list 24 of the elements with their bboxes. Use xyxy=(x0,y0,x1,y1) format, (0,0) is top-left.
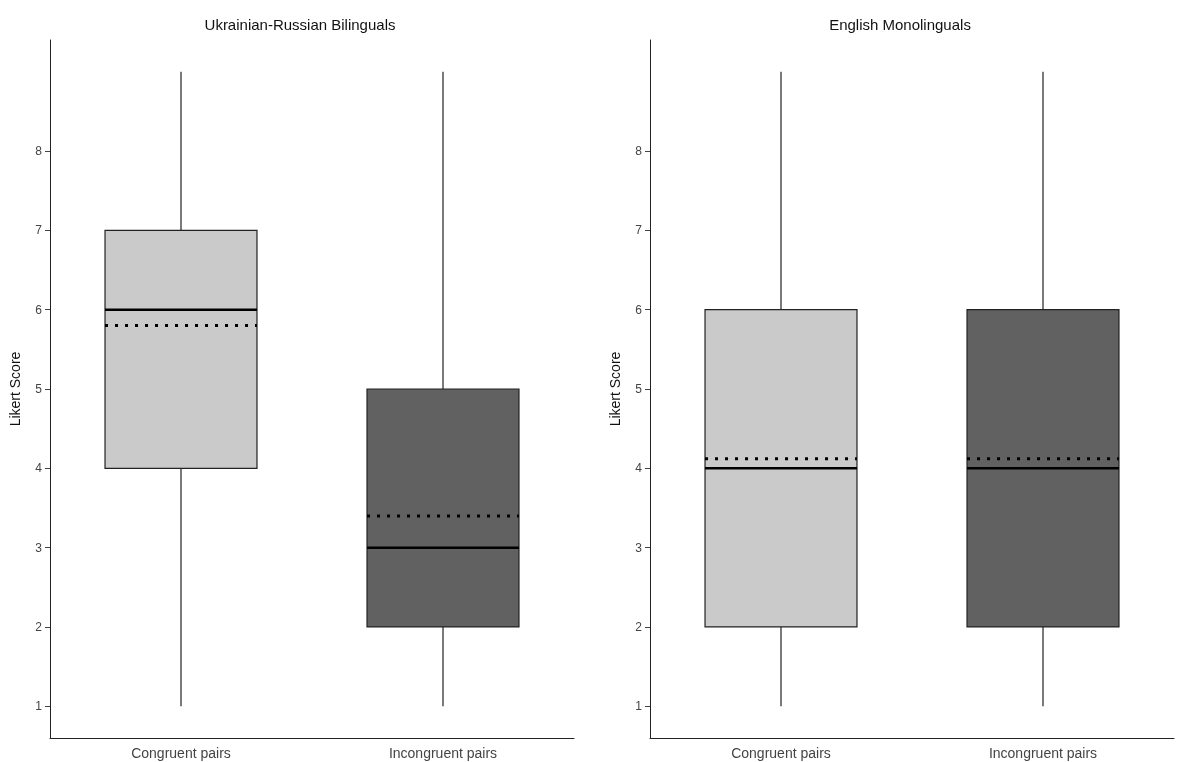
x-tick-label: Incongruent pairs xyxy=(388,745,498,761)
y-tick-label: 7 xyxy=(35,223,43,238)
y-tick-label: 2 xyxy=(35,619,43,634)
y-tick-label: 8 xyxy=(35,144,43,159)
y-tick-label: 5 xyxy=(635,382,643,396)
y-tick-label: 7 xyxy=(635,223,643,238)
y-axis-title: Likert Score xyxy=(7,351,23,427)
y-tick-label: 2 xyxy=(635,619,643,634)
y-tick-label: 1 xyxy=(635,699,643,714)
chart-title: English Monolinguals xyxy=(829,16,971,33)
chart-title: Ukrainian-Russian Bilinguals xyxy=(204,16,396,33)
y-tick-label: 3 xyxy=(635,540,643,555)
y-tick-label: 4 xyxy=(635,461,643,476)
x-tick-label: Congruent pairs xyxy=(131,745,231,761)
x-tick-label: Congruent pairs xyxy=(731,745,831,761)
y-tick-label: 1 xyxy=(35,699,43,714)
y-tick-label: 6 xyxy=(35,302,43,317)
y-tick-label: 5 xyxy=(35,382,43,396)
y-tick-label: 4 xyxy=(35,461,43,476)
y-tick-label: 6 xyxy=(635,302,643,317)
x-tick-label: Incongruent pairs xyxy=(988,745,1098,761)
y-axis-title: Likert Score xyxy=(607,351,623,427)
y-tick-label: 8 xyxy=(635,144,643,159)
y-tick-label: 3 xyxy=(35,540,43,555)
